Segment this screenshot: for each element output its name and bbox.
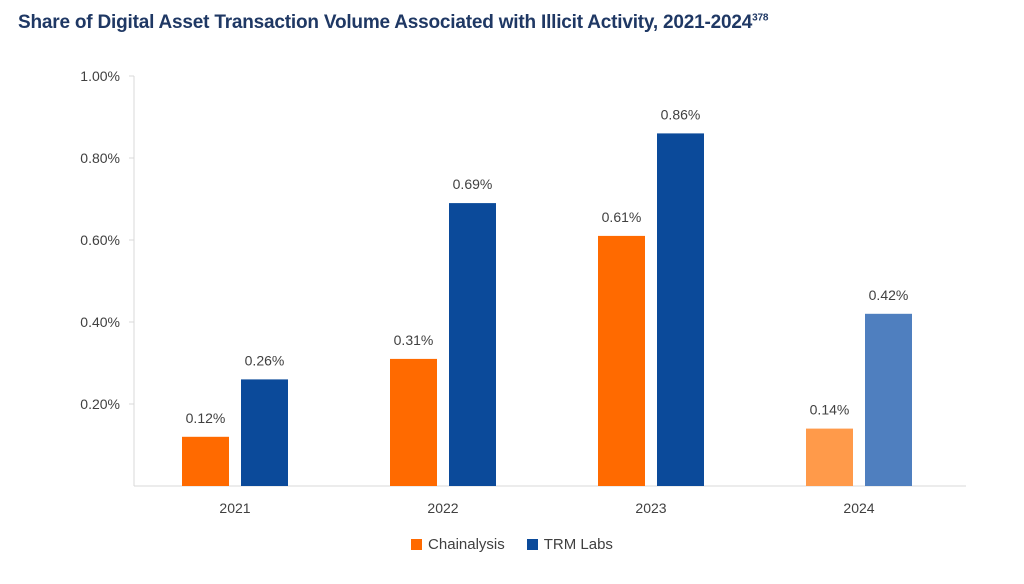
bar-chainalysis-2024 (806, 428, 853, 486)
legend-label-chainalysis: Chainalysis (428, 536, 505, 553)
legend: Chainalysis TRM Labs (0, 536, 1024, 553)
legend-swatch-trm-labs (526, 539, 538, 550)
bar-chainalysis-2021 (182, 436, 229, 486)
legend-item-chainalysis: Chainalysis (411, 536, 505, 553)
bar-trm-labs-2024 (865, 313, 912, 486)
y-tick-label: 1.00% (80, 68, 120, 84)
x-tick-label: 2021 (219, 500, 250, 516)
legend-label-trm-labs: TRM Labs (543, 536, 613, 553)
legend-item-trm-labs: TRM Labs (526, 536, 613, 553)
bar-trm-labs-2023 (657, 133, 704, 486)
bar-chainalysis-2023 (598, 235, 645, 486)
data-label-trm-labs-2022: 0.69% (453, 176, 493, 192)
y-tick-label: 0.40% (80, 314, 120, 330)
y-tick-label: 0.60% (80, 232, 120, 248)
title-footnote: 378 (752, 12, 769, 24)
data-label-chainalysis-2021: 0.12% (186, 410, 226, 426)
bar-trm-labs-2021 (241, 379, 288, 486)
chart-title: Share of Digital Asset Transaction Volum… (18, 12, 768, 34)
data-label-trm-labs-2021: 0.26% (245, 352, 285, 368)
y-tick-label: 0.80% (80, 150, 120, 166)
data-label-chainalysis-2023: 0.61% (602, 209, 642, 225)
data-label-chainalysis-2024: 0.14% (810, 402, 850, 418)
data-label-trm-labs-2023: 0.86% (661, 106, 701, 122)
x-tick-label: 2022 (427, 500, 458, 516)
y-tick-label: 0.20% (80, 396, 120, 412)
x-tick-label: 2024 (843, 500, 874, 516)
chart-title-text: Share of Digital Asset Transaction Volum… (18, 12, 753, 33)
data-label-chainalysis-2022: 0.31% (394, 332, 434, 348)
bar-trm-labs-2022 (449, 203, 496, 486)
x-tick-label: 2023 (635, 500, 666, 516)
data-label-trm-labs-2024: 0.42% (869, 287, 909, 303)
bar-chainalysis-2022 (390, 358, 437, 486)
legend-swatch-chainalysis (411, 539, 423, 550)
